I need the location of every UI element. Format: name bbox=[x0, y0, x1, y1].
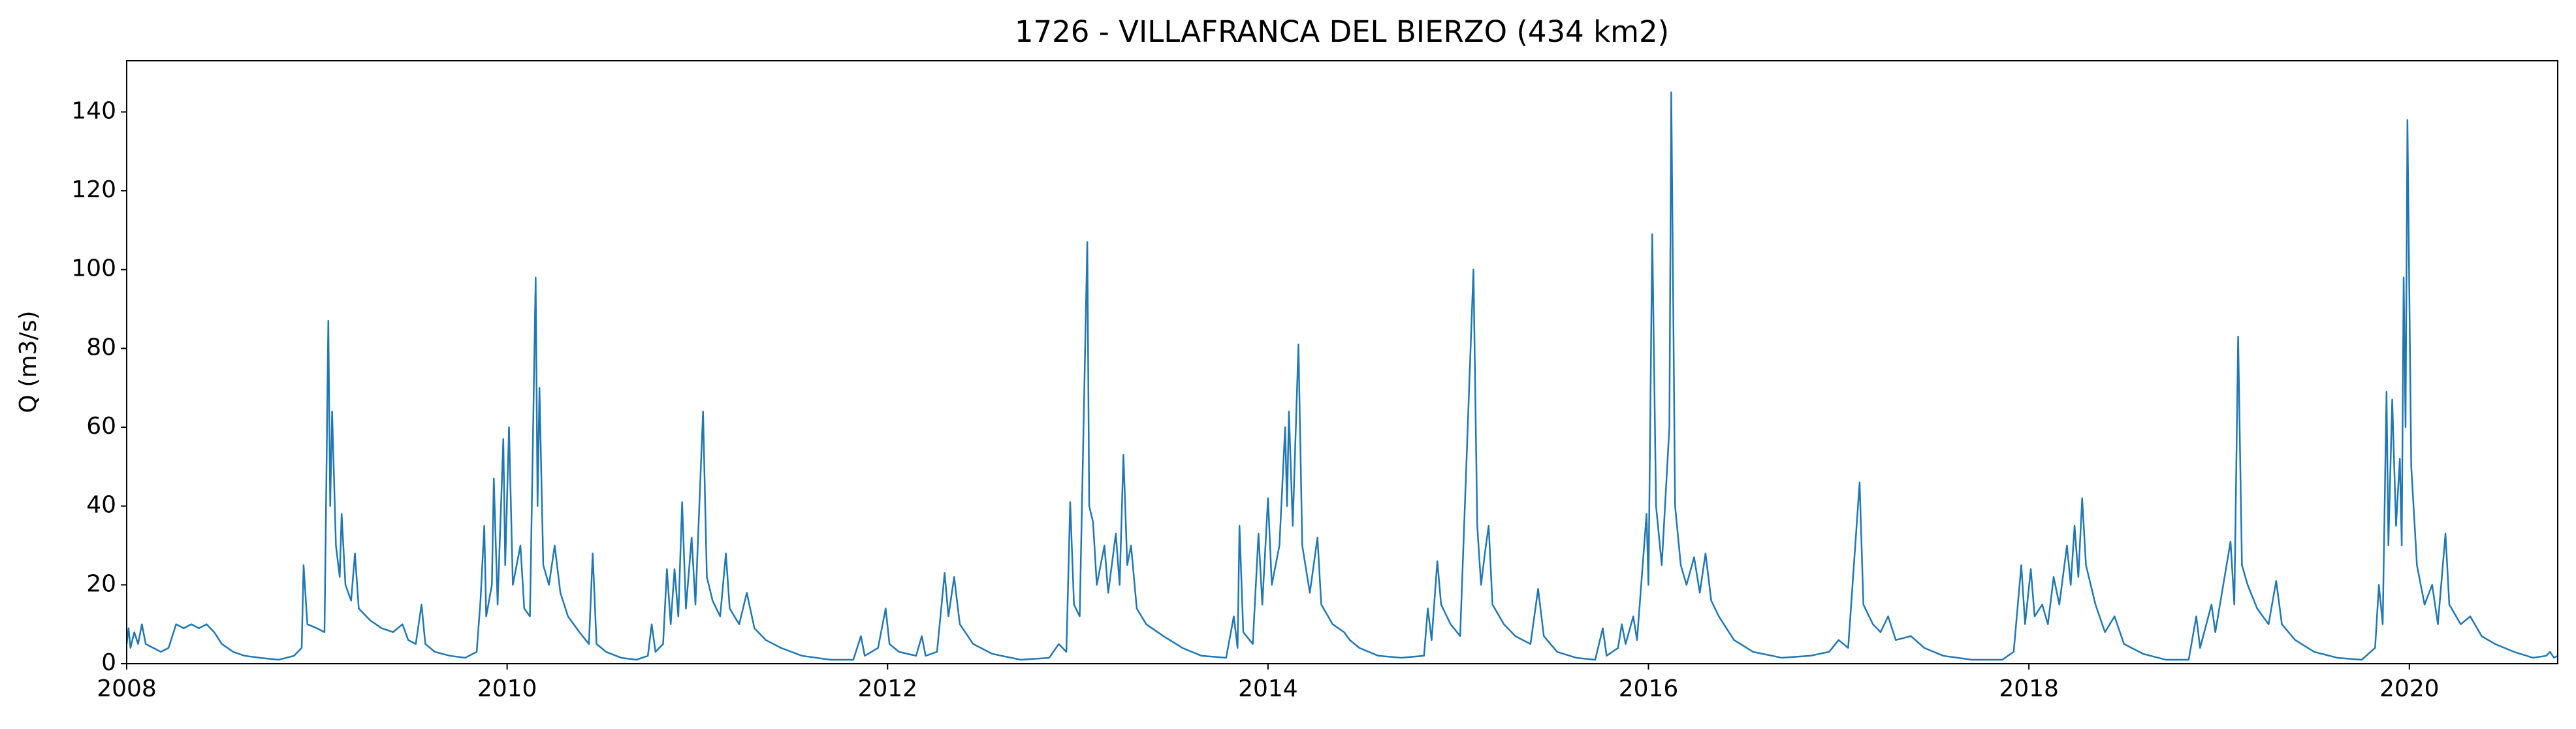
x-tick-label: 2012 bbox=[857, 675, 917, 702]
y-tick-label: 40 bbox=[86, 492, 116, 519]
x-tick-label: 2010 bbox=[477, 675, 537, 702]
x-tick-label: 2020 bbox=[2379, 675, 2440, 702]
y-tick-label: 120 bbox=[71, 176, 116, 203]
y-tick-label: 140 bbox=[71, 97, 116, 124]
line-series bbox=[125, 91, 2558, 661]
y-axis-label: Q (m3/s) bbox=[15, 311, 42, 413]
y-tick-label: 20 bbox=[86, 570, 116, 597]
x-tick-label: 2016 bbox=[1619, 675, 1679, 702]
x-tick-label: 2008 bbox=[97, 675, 157, 702]
y-tick-label: 60 bbox=[86, 413, 116, 440]
y-tick-label: 0 bbox=[101, 649, 116, 676]
x-tick-label: 2014 bbox=[1238, 675, 1298, 702]
x-tick-label: 2018 bbox=[1999, 675, 2059, 702]
plot-frame bbox=[126, 60, 2558, 664]
chart-title: 1726 - VILLAFRANCA DEL BIERZO (434 km2) bbox=[1015, 14, 1669, 49]
y-tick-label: 80 bbox=[86, 334, 116, 361]
y-tick-label: 100 bbox=[71, 255, 116, 282]
